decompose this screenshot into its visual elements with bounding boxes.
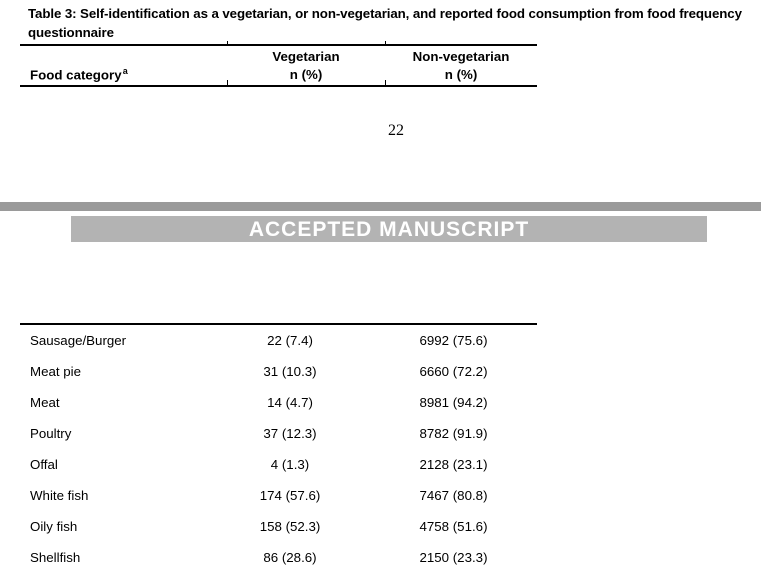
row-category: Oily fish xyxy=(30,519,78,534)
row-non-vegetarian-value: 6660 (72.2) xyxy=(419,364,488,379)
table-caption: Table 3: Self-identification as a vegeta… xyxy=(28,6,742,40)
row-category: White fish xyxy=(30,488,89,503)
row-vegetarian-value: 86 (28.6) xyxy=(263,550,317,565)
page-separator-bar xyxy=(0,202,761,211)
table-row: Sausage/Burger 22 (7.4) 6992 (75.6) xyxy=(20,325,537,356)
page-number: 22 xyxy=(388,122,404,139)
header-vegetarian-label: Vegetarian xyxy=(272,49,340,64)
table-body: Sausage/Burger 22 (7.4) 6992 (75.6) Meat… xyxy=(20,323,537,573)
footnote-marker: a xyxy=(122,65,128,76)
row-non-vegetarian-value: 2128 (23.1) xyxy=(419,457,488,472)
row-non-vegetarian-value: 2150 (23.3) xyxy=(419,550,488,565)
row-vegetarian-value: 22 (7.4) xyxy=(267,333,313,348)
row-non-vegetarian-value: 7467 (80.8) xyxy=(419,488,488,503)
row-vegetarian-value: 174 (57.6) xyxy=(259,488,321,503)
column-rule-tick xyxy=(227,80,228,85)
header-non-vegetarian: Non-vegetarian n (%) xyxy=(385,46,537,85)
row-category: Sausage/Burger xyxy=(30,333,127,348)
row-vegetarian-value: 31 (10.3) xyxy=(263,364,317,379)
row-category: Meat xyxy=(30,395,60,410)
table-row: White fish 174 (57.6) 7467 (80.8) xyxy=(20,480,537,511)
table-row: Shellfish 86 (28.6) 2150 (23.3) xyxy=(20,542,537,573)
table-header: Food category a Vegetarian n (%) Non-veg… xyxy=(20,41,537,87)
header-non-vegetarian-sub: n (%) xyxy=(444,67,478,82)
table-row: Meat 14 (4.7) 8981 (94.2) xyxy=(20,387,537,418)
row-non-vegetarian-value: 8782 (91.9) xyxy=(419,426,488,441)
row-non-vegetarian-value: 4758 (51.6) xyxy=(419,519,488,534)
table-row: Oily fish 158 (52.3) 4758 (51.6) xyxy=(20,511,537,542)
row-non-vegetarian-value: 8981 (94.2) xyxy=(419,395,488,410)
row-non-vegetarian-value: 6992 (75.6) xyxy=(419,333,488,348)
table-row: Poultry 37 (12.3) 8782 (91.9) xyxy=(20,418,537,449)
column-rule-tick xyxy=(385,80,386,85)
row-category: Shellfish xyxy=(30,550,81,565)
header-food-category-label: Food category xyxy=(30,67,122,82)
row-vegetarian-value: 14 (4.7) xyxy=(267,395,313,410)
header-vegetarian: Vegetarian n (%) xyxy=(227,46,385,85)
table-row: Offal 4 (1.3) 2128 (23.1) xyxy=(20,449,537,480)
row-category: Poultry xyxy=(30,426,72,441)
header-non-vegetarian-label: Non-vegetarian xyxy=(412,49,510,64)
column-rule-tick xyxy=(227,41,228,46)
accepted-manuscript-banner: ACCEPTED MANUSCRIPT xyxy=(71,216,707,242)
header-food-category: Food category a xyxy=(20,46,227,85)
header-vegetarian-sub: n (%) xyxy=(289,67,323,82)
row-vegetarian-value: 37 (12.3) xyxy=(263,426,317,441)
row-vegetarian-value: 158 (52.3) xyxy=(259,519,321,534)
row-vegetarian-value: 4 (1.3) xyxy=(270,457,310,472)
table-row: Meat pie 31 (10.3) 6660 (72.2) xyxy=(20,356,537,387)
column-rule-tick xyxy=(385,41,386,46)
row-category: Offal xyxy=(30,457,58,472)
row-category: Meat pie xyxy=(30,364,81,379)
